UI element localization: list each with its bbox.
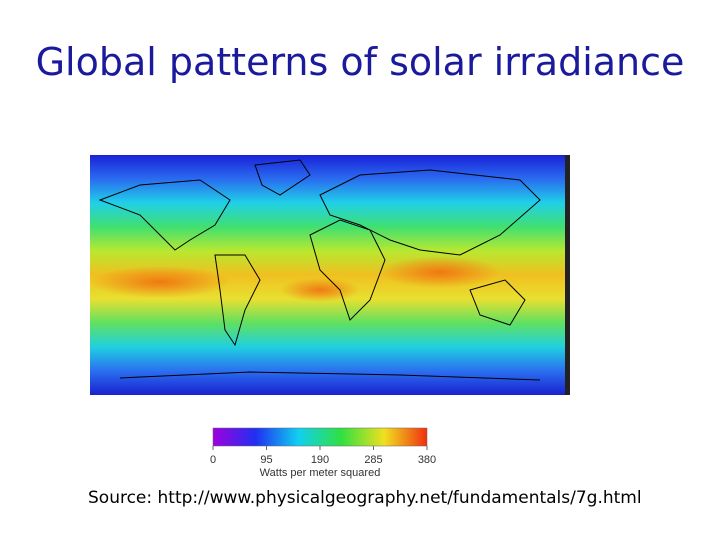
coastlines <box>98 159 541 381</box>
colorbar <box>212 427 428 447</box>
colorbar-tick-label: 190 <box>311 454 329 466</box>
map-border <box>565 155 570 395</box>
slide-title: Global patterns of solar irradiance <box>35 40 685 84</box>
colorbar-tick-label: 95 <box>260 454 272 466</box>
colorbar-tick-label: 380 <box>418 454 436 466</box>
hot-region <box>90 266 230 298</box>
colorbar-label: Watts per meter squared <box>260 467 381 479</box>
hot-region <box>280 278 360 302</box>
colorbar-tick-label: 285 <box>364 454 382 466</box>
source-text: Source: http://www.physicalgeography.net… <box>88 488 642 508</box>
hot-region <box>380 256 500 288</box>
colorbar-tick-label: 0 <box>210 454 216 466</box>
